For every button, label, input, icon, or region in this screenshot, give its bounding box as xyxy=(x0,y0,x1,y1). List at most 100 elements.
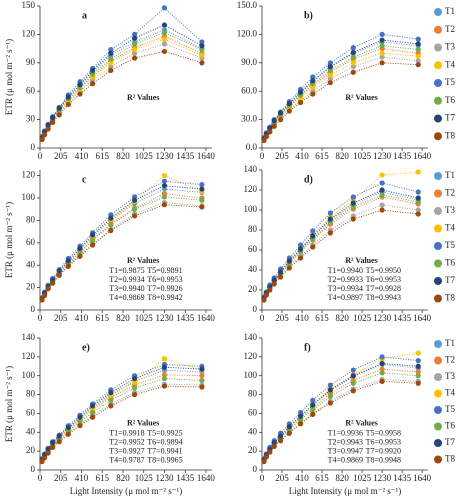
point xyxy=(56,272,62,278)
panel-label: f) xyxy=(304,342,311,353)
legend-marker xyxy=(434,242,442,250)
point xyxy=(350,60,356,66)
legend-label: T2 xyxy=(445,24,455,34)
legend-label: T7 xyxy=(445,275,455,285)
point xyxy=(108,397,114,403)
y-tick-label: 90.0 xyxy=(241,57,257,67)
r2-value: T2=0.9933 xyxy=(328,275,363,284)
point xyxy=(277,433,284,439)
fit-curve xyxy=(263,45,419,140)
x-tick-label: 1435 xyxy=(176,313,195,323)
y-tick-label: 140 xyxy=(22,332,36,342)
point xyxy=(350,373,356,379)
x-tick-label: 205 xyxy=(54,313,68,323)
x-tick-label: 1025 xyxy=(135,473,154,483)
point xyxy=(199,52,205,58)
point xyxy=(327,387,333,393)
point xyxy=(161,36,168,42)
point xyxy=(77,423,83,429)
r2-title: R² Values xyxy=(127,256,159,265)
point xyxy=(350,216,356,222)
y-tick-label: 60.0 xyxy=(241,85,257,95)
point xyxy=(277,274,284,280)
legend-label: T4 xyxy=(445,388,455,398)
point xyxy=(77,253,83,259)
point xyxy=(271,123,277,129)
point xyxy=(277,269,284,275)
y-tick-label: 0.0 xyxy=(246,142,258,152)
point xyxy=(297,413,304,419)
point xyxy=(108,46,114,53)
y-tick-label: 60 xyxy=(248,407,258,417)
point xyxy=(297,99,304,106)
legend-marker xyxy=(434,96,442,105)
legend-marker xyxy=(434,356,442,365)
x-tick-label: 1230 xyxy=(155,151,174,161)
y-tick-label: 120 xyxy=(244,351,258,361)
x-tick-label: 615 xyxy=(315,473,329,483)
x-tick-label: 0 xyxy=(260,151,265,161)
point xyxy=(41,292,48,299)
point xyxy=(379,54,385,60)
point xyxy=(77,414,83,420)
legend-label: T1 xyxy=(445,6,455,16)
point xyxy=(132,206,138,212)
y-tick-label: 40 xyxy=(26,426,36,436)
point xyxy=(327,230,333,236)
point xyxy=(379,360,385,367)
point xyxy=(271,281,277,287)
point xyxy=(271,443,277,450)
r2-value: T6=0.9953 xyxy=(366,275,401,284)
point xyxy=(379,172,385,178)
r2-value: T3=0.9947 xyxy=(328,447,363,456)
point xyxy=(263,292,269,298)
point xyxy=(199,46,205,53)
point xyxy=(161,29,168,36)
point xyxy=(297,242,304,248)
fit-curve xyxy=(41,24,203,138)
legend-marker xyxy=(434,389,442,398)
r2-value: T7=0.9920 xyxy=(366,447,401,456)
legend-marker xyxy=(434,8,442,16)
point xyxy=(327,76,333,82)
x-tick-label: 205 xyxy=(275,473,289,483)
r2-value: T4=0.9897 xyxy=(328,293,363,302)
point xyxy=(161,22,168,28)
legend-label: T2 xyxy=(445,188,455,198)
r2-value: T5=0.9891 xyxy=(147,266,182,275)
fit-curve xyxy=(263,356,419,459)
x-tick-label: 410 xyxy=(295,151,309,161)
x-tick-label: 1025 xyxy=(135,151,154,161)
fit-curve xyxy=(263,196,419,300)
x-axis-label: Light Intensity (μ mol m⁻² s⁻¹) xyxy=(70,486,182,496)
point xyxy=(379,192,385,198)
x-tick-label: 820 xyxy=(335,151,349,161)
x-tick-label: 1025 xyxy=(353,313,372,323)
y-tick-label: 20 xyxy=(26,282,36,292)
fit-curve xyxy=(41,35,203,139)
x-axis-label: Light Intensity (μ mol m⁻² s⁻¹) xyxy=(289,486,401,496)
x-tick-label: 820 xyxy=(116,313,130,323)
point xyxy=(90,67,96,73)
x-tick-label: 410 xyxy=(75,313,89,323)
point xyxy=(310,233,316,239)
point xyxy=(267,129,273,135)
y-axis-label: ETR (μ mol m⁻² s⁻¹) xyxy=(4,366,14,442)
fit-curve xyxy=(263,41,419,139)
point xyxy=(199,373,205,379)
point xyxy=(415,62,421,68)
x-tick-label: 1640 xyxy=(413,151,432,161)
point xyxy=(65,258,71,264)
point xyxy=(108,227,114,234)
r2-value: T6=0.9894 xyxy=(147,438,182,447)
point xyxy=(199,384,205,390)
point xyxy=(350,54,356,60)
point xyxy=(379,202,385,208)
legend-label: T5 xyxy=(445,240,455,250)
point xyxy=(161,372,168,378)
x-tick-label: 1230 xyxy=(373,473,392,483)
point xyxy=(161,202,168,208)
point xyxy=(199,366,205,372)
point xyxy=(350,367,356,373)
